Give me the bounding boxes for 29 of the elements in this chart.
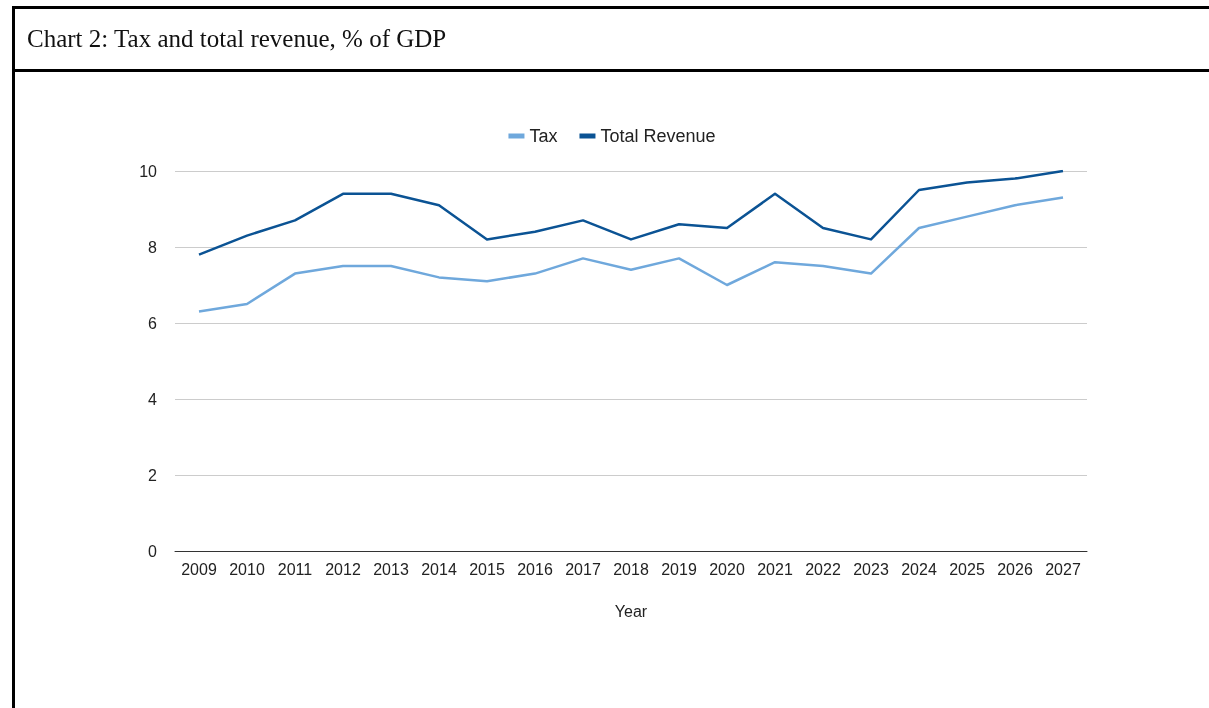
x-tick-label: 2013	[373, 560, 409, 578]
x-tick-label: 2020	[709, 560, 745, 578]
x-tick-label: 2027	[1045, 560, 1081, 578]
y-tick-label: 6	[148, 314, 158, 332]
x-tick-label: 2009	[181, 560, 217, 578]
legend-label: Tax	[529, 126, 558, 146]
x-tick-label: 2021	[757, 560, 793, 578]
y-tick-label: 10	[139, 162, 158, 180]
x-tick-label: 2014	[421, 560, 457, 578]
x-tick-label: 2012	[325, 560, 361, 578]
x-tick-label: 2011	[277, 560, 313, 578]
x-axis-title: Year	[614, 602, 648, 620]
x-tick-label: 2024	[901, 560, 937, 578]
y-tick-label: 0	[148, 542, 158, 560]
x-tick-label: 2017	[565, 560, 601, 578]
x-tick-label: 2019	[661, 560, 697, 578]
x-tick-label: 2010	[229, 560, 265, 578]
y-tick-label: 4	[148, 390, 158, 408]
x-tick-label: 2026	[997, 560, 1033, 578]
y-tick-label: 2	[148, 466, 158, 484]
x-tick-label: 2022	[805, 560, 841, 578]
legend-label: Total Revenue	[600, 126, 716, 146]
x-tick-label: 2023	[853, 560, 889, 578]
chart-title: Chart 2: Tax and total revenue, % of GDP	[12, 6, 1209, 72]
x-tick-label: 2015	[469, 560, 505, 578]
x-tick-label: 2016	[517, 560, 553, 578]
y-tick-label: 8	[148, 238, 158, 256]
x-tick-label: 2018	[613, 560, 649, 578]
x-tick-label: 2025	[949, 560, 985, 578]
